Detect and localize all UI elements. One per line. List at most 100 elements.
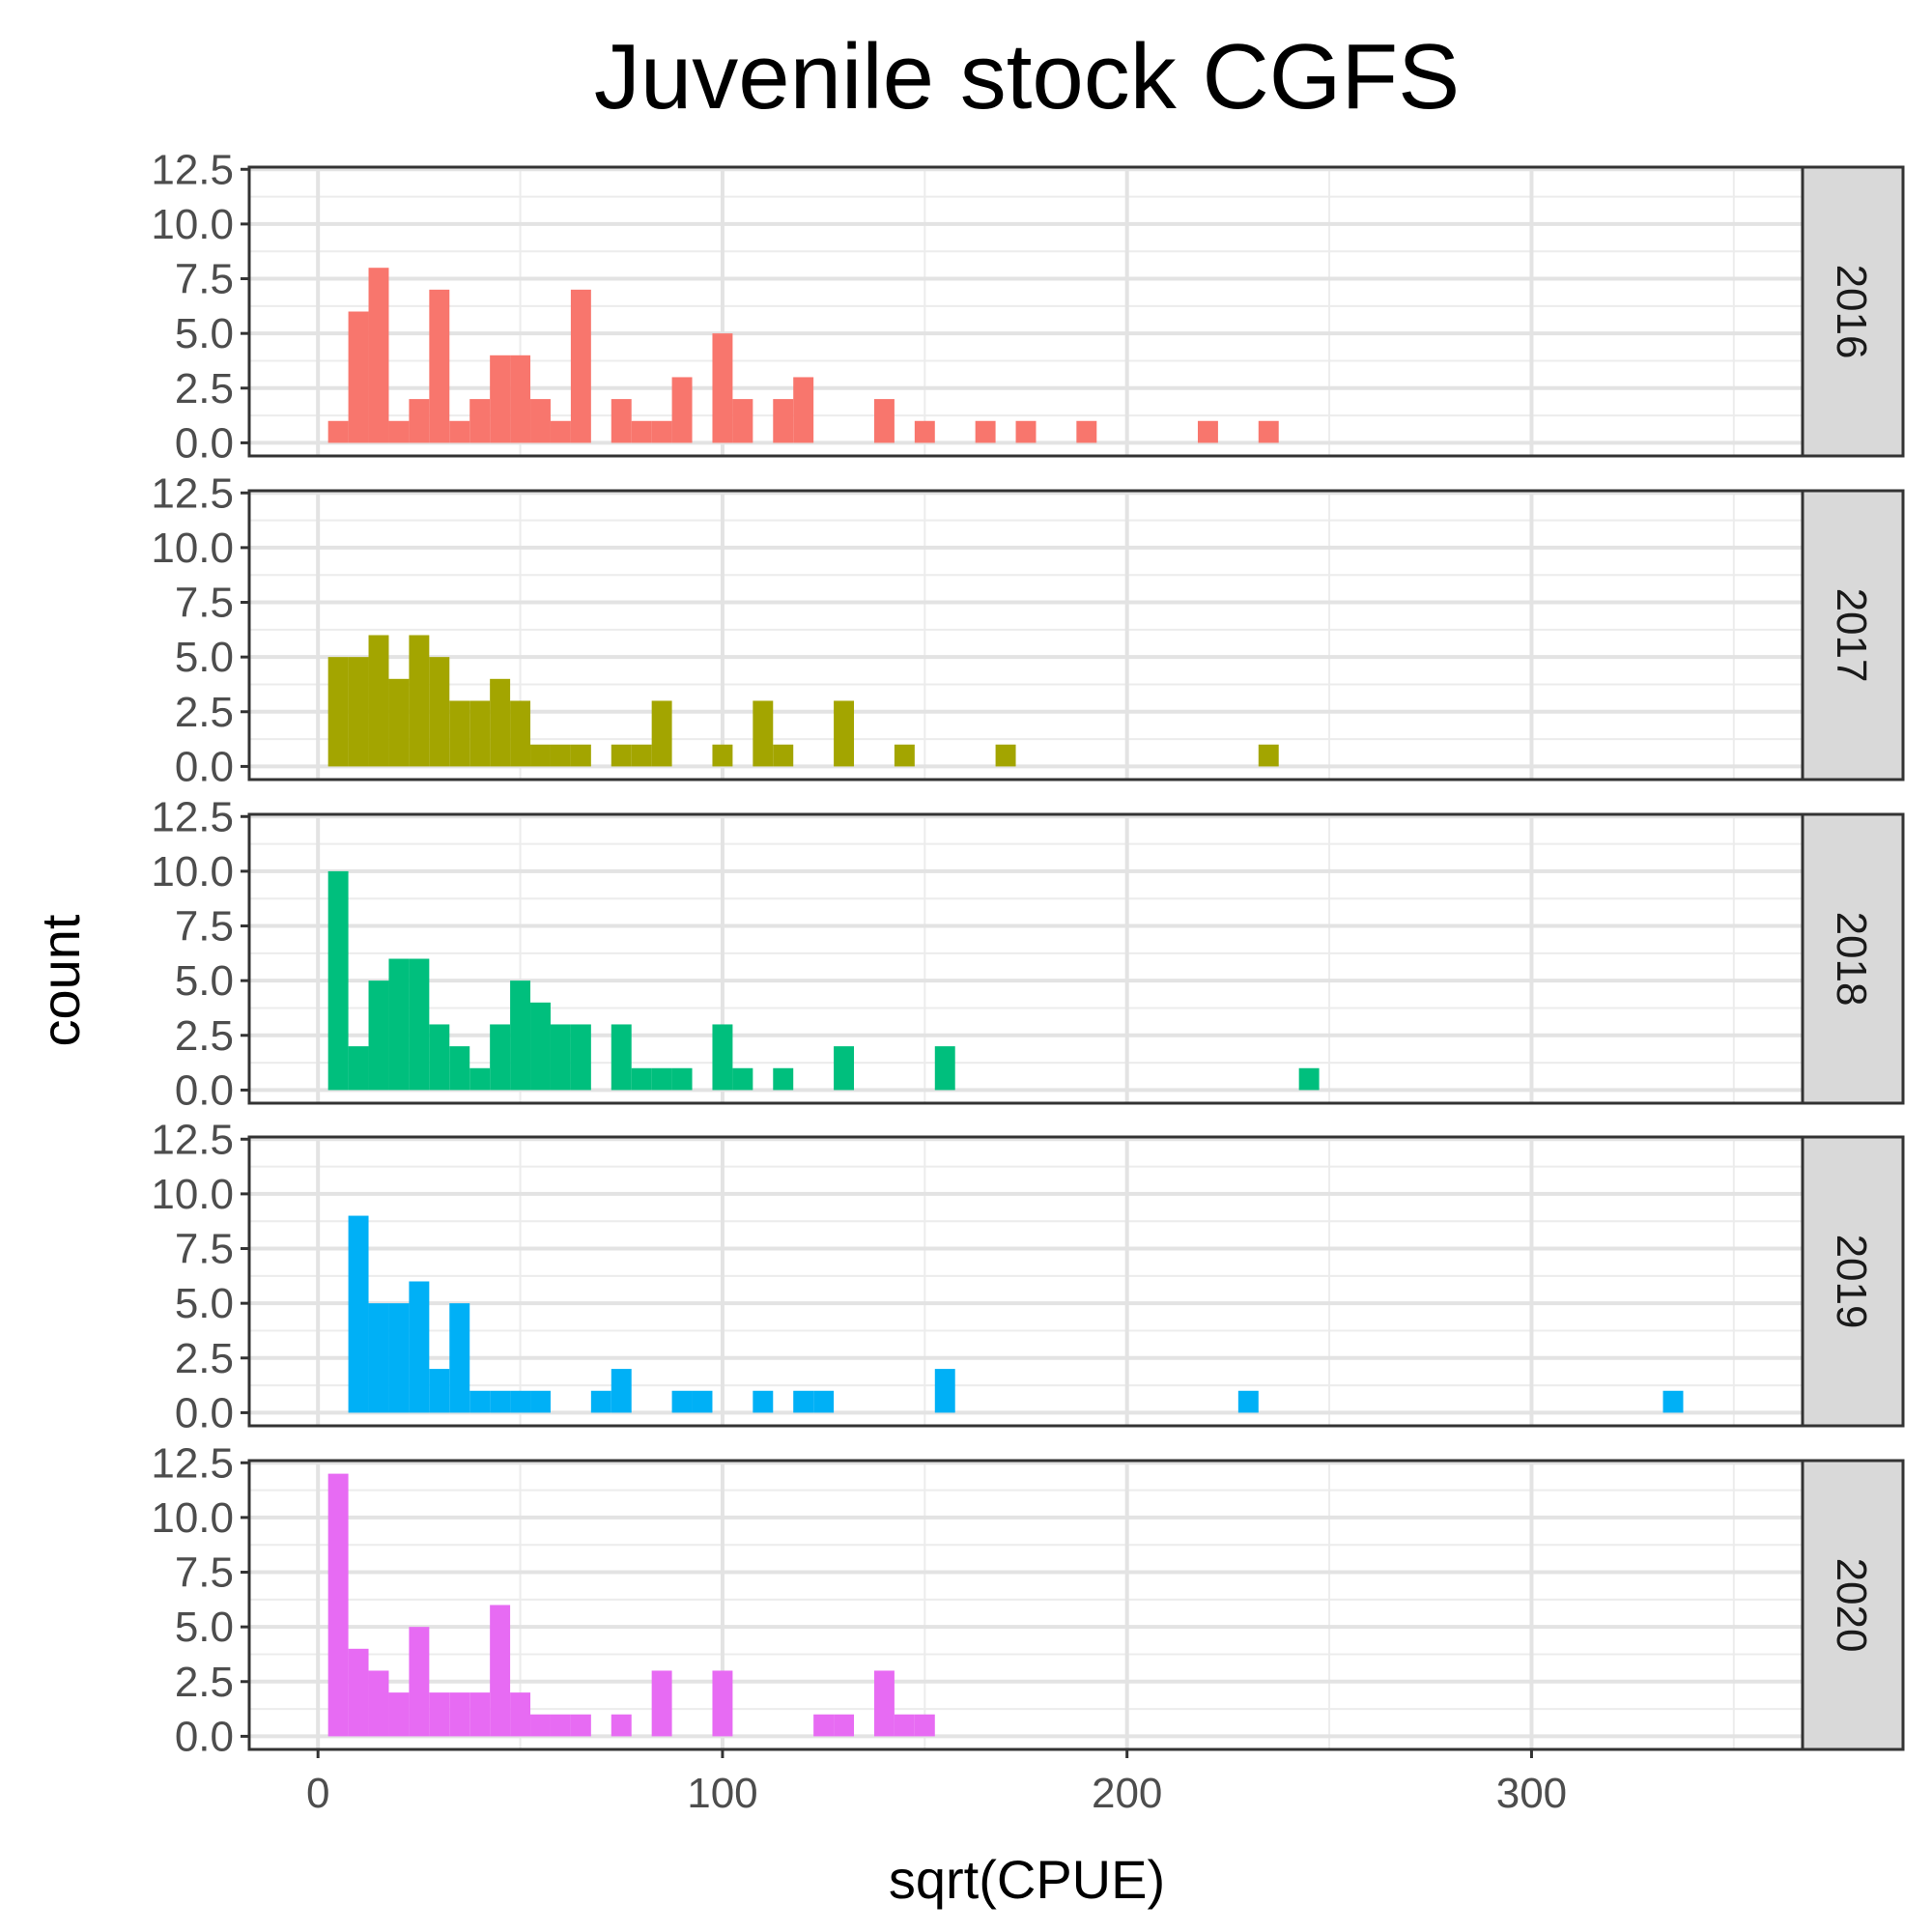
facet-strip-label: 2017 — [1828, 588, 1875, 683]
y-tick-label: 10.0 — [151, 1171, 234, 1218]
y-tick-label: 12.5 — [151, 793, 234, 840]
histogram-bar — [449, 1692, 470, 1737]
histogram-bar — [469, 1067, 491, 1091]
y-tick-label: 2.5 — [175, 689, 234, 736]
histogram-bar — [793, 377, 814, 443]
histogram-bar — [934, 1369, 955, 1413]
histogram-bar — [550, 1024, 571, 1091]
facet-strip-label: 2020 — [1828, 1558, 1875, 1653]
facet-strip-label: 2019 — [1828, 1235, 1875, 1329]
facet-panel-2016: 0.0 2.5 5.0 7.5 10.0 12.5 2016 — [151, 146, 1905, 467]
facet-strip — [1801, 1135, 1905, 1428]
facet-panel-2019: 0.0 2.5 5.0 7.5 10.0 12.5 2019 — [151, 1116, 1905, 1436]
y-tick-label: 7.5 — [175, 903, 234, 951]
y-axis-title: count — [30, 914, 91, 1046]
histogram-bar — [409, 1627, 430, 1737]
histogram-bar — [1076, 420, 1097, 443]
histogram-bar — [914, 1714, 935, 1737]
histogram-bar — [1662, 1390, 1684, 1413]
facet-panel-2017: 0.0 2.5 5.0 7.5 10.0 12.5 2017 — [151, 469, 1905, 790]
histogram-bar — [469, 1390, 491, 1413]
histogram-bar — [611, 744, 632, 767]
histogram-bar — [368, 268, 389, 443]
x-tick-label: 0 — [306, 1770, 329, 1817]
y-tick-label: 5.0 — [175, 1280, 234, 1327]
facet-panels: 0.0 2.5 5.0 7.5 10.0 12.5 2016 0.0 2.5 5.0 7.5 10.0… — [151, 146, 1905, 1760]
histogram-bar — [530, 399, 551, 443]
histogram-bar — [510, 980, 531, 1091]
histogram-bar — [348, 1215, 369, 1413]
histogram-bar — [631, 420, 652, 443]
histogram-bar — [753, 1390, 774, 1413]
histogram-bar — [671, 1067, 693, 1091]
histogram-bar — [570, 1714, 591, 1737]
y-tick-label: 10.0 — [151, 525, 234, 572]
facet-strip — [1801, 1459, 1905, 1751]
y-tick-label: 2.5 — [175, 1012, 234, 1060]
histogram-bar — [712, 333, 733, 443]
panel-background — [249, 1137, 1803, 1426]
histogram-bar — [813, 1714, 835, 1737]
facet-panel-2020: 0.0 2.5 5.0 7.5 10.0 12.5 2020 — [151, 1439, 1905, 1760]
histogram-bar — [773, 399, 794, 443]
histogram-bar — [327, 657, 349, 767]
histogram-bar — [490, 678, 511, 767]
histogram-bar — [510, 1390, 531, 1413]
histogram-bar — [449, 420, 470, 443]
y-tick-label: 5.0 — [175, 634, 234, 681]
histogram-bar — [773, 1067, 794, 1091]
facet-strip-label: 2018 — [1828, 912, 1875, 1007]
histogram-bar — [773, 744, 794, 767]
histogram-bar — [793, 1390, 814, 1413]
histogram-bar — [510, 1692, 531, 1737]
histogram-bar — [1015, 420, 1037, 443]
x-tick-label: 200 — [1092, 1770, 1162, 1817]
y-tick-label: 2.5 — [175, 365, 234, 412]
histogram-bar — [671, 377, 693, 443]
histogram-bar — [611, 1714, 632, 1737]
histogram-bar — [388, 1303, 410, 1413]
y-tick-label: 12.5 — [151, 1439, 234, 1487]
y-tick-label: 0.0 — [175, 1066, 234, 1114]
histogram-bar — [327, 870, 349, 1091]
histogram-bar — [570, 289, 591, 443]
histogram-bar — [530, 1002, 551, 1091]
histogram-bar — [490, 1024, 511, 1091]
histogram-bar — [995, 744, 1016, 767]
histogram-bar — [368, 635, 389, 767]
histogram-bar — [1258, 420, 1279, 443]
histogram-bar — [712, 744, 733, 767]
panel-background — [249, 814, 1803, 1103]
histogram-bar — [732, 399, 753, 443]
facet-strip — [1801, 165, 1905, 458]
y-tick-label: 10.0 — [151, 1494, 234, 1542]
histogram-bar — [1298, 1067, 1320, 1091]
histogram-bar — [429, 1692, 450, 1737]
y-tick-label: 5.0 — [175, 310, 234, 357]
histogram-bar — [449, 700, 470, 767]
y-tick-label: 7.5 — [175, 580, 234, 627]
histogram-bar — [490, 355, 511, 443]
chart-title: Juvenile stock CGFS — [594, 25, 1460, 128]
y-tick-label: 12.5 — [151, 469, 234, 517]
facet-strip — [1801, 489, 1905, 781]
histogram-bar — [368, 1303, 389, 1413]
histogram-bar — [570, 1024, 591, 1091]
histogram-bar — [429, 657, 450, 767]
histogram-bar — [712, 1670, 733, 1737]
facet-strip-label: 2016 — [1828, 265, 1875, 359]
y-tick-label: 0.0 — [175, 1713, 234, 1760]
histogram-bar — [348, 1046, 369, 1091]
histogram-bar — [631, 744, 652, 767]
histogram-bar — [510, 355, 531, 443]
histogram-bar — [873, 1670, 895, 1737]
histogram-bar — [611, 1369, 632, 1413]
histogram-bar — [469, 399, 491, 443]
histogram-bar — [813, 1390, 835, 1413]
histogram-bar — [530, 744, 551, 767]
histogram-bar — [388, 678, 410, 767]
histogram-bar — [490, 1605, 511, 1737]
histogram-bar — [975, 420, 996, 443]
histogram-bar — [429, 289, 450, 443]
